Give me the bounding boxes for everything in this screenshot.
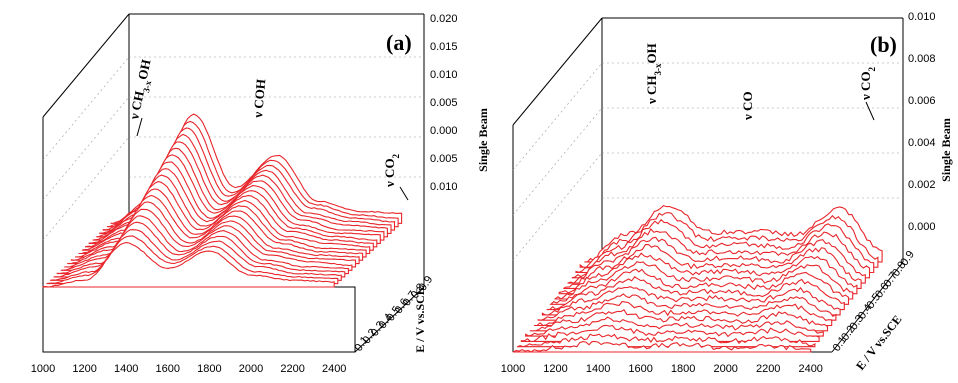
panel-a-spectra — [42, 113, 403, 288]
panel-b-y-axis-title: Single Beam — [939, 118, 953, 182]
panel-b: 1000 1200 1400 1600 1800 2000 2200 2400 0.10.20… — [501, 11, 953, 375]
x-tick-label: 1400 — [114, 363, 138, 375]
x-tick-label: 1800 — [671, 363, 695, 375]
y-tick-label: 0.010 — [430, 69, 458, 81]
annotation-b-co2-text: ν CO2 — [858, 66, 877, 101]
panel-b-x-ticks: 1000 1200 1400 1600 1800 2000 2200 2400 — [501, 363, 823, 375]
panel-b-spectra — [512, 204, 883, 353]
y-tick-label: 0.000 — [430, 125, 458, 137]
y-tick-label: 0.004 — [908, 137, 936, 149]
x-tick-label: 1600 — [156, 363, 180, 375]
x-tick-label: 1600 — [628, 363, 652, 375]
panel-b-y-ticks: 0.010 0.008 0.006 0.004 0.002 0.000 — [908, 11, 936, 233]
y-tick-label: 0.010 — [430, 181, 458, 193]
spectrum-trace-1 — [512, 340, 812, 353]
y-tick-label: 0.020 — [430, 13, 458, 25]
x-tick-label: 1400 — [586, 363, 610, 375]
x-tick-label: 2000 — [713, 363, 737, 375]
annotation-b-co-text: ν CO — [740, 91, 755, 121]
x-tick-label: 1200 — [543, 363, 567, 375]
annotation-co2-leader — [399, 186, 409, 201]
y-tick-label: 0.015 — [430, 41, 458, 53]
annotation-co2-text: ν CO2 — [382, 153, 401, 188]
y-tick-label: 0.006 — [908, 95, 936, 107]
x-tick-label: 2400 — [798, 363, 822, 375]
x-tick-label: 2400 — [322, 363, 346, 375]
x-tick-label: 2200 — [756, 363, 780, 375]
panel-a: 1000 1200 1400 1600 1800 2000 2200 2400 0.10.20… — [31, 13, 490, 375]
y-tick-label: 0.000 — [908, 221, 936, 233]
panel-a-annotation-co2: ν CO2 — [382, 153, 409, 201]
panel-a-gridlines — [42, 56, 424, 241]
y-tick-label: 0.005 — [430, 153, 458, 165]
x-tick-label: 1200 — [72, 363, 96, 375]
panel-b-annotation-co2: ν CO2 — [858, 66, 877, 121]
y-tick-label: 0.002 — [908, 179, 936, 191]
panel-b-label: (b) — [870, 32, 897, 57]
x-tick-label: 1800 — [197, 363, 221, 375]
panel-a-annotation-ch3oh: ν CH3-xOH — [126, 58, 157, 137]
annotation-coh-text: ν COH — [250, 78, 268, 119]
panel-a-y-ticks: 0.020 0.015 0.010 0.005 0.000 0.005 0.010 — [430, 13, 458, 193]
annotation-b-co2-leader — [865, 101, 875, 121]
panel-a-frame — [42, 13, 425, 353]
annotation-b-ch3oh-text: ν CH3-xOH — [644, 43, 663, 105]
x-tick-label: 2200 — [280, 363, 304, 375]
x-tick-label: 1000 — [31, 363, 55, 375]
panel-b-annotation-ch3oh: ν CH3-xOH — [644, 43, 663, 105]
x-tick-label: 2000 — [239, 363, 263, 375]
annotation-ch3oh-text: ν CH3-xOH — [126, 58, 157, 122]
x-tick-label: 1000 — [501, 363, 525, 375]
y-tick-label: 0.008 — [908, 53, 936, 65]
panel-a-label: (a) — [386, 30, 412, 55]
annotation-ch3oh-leader — [136, 117, 143, 137]
panel-b-annotation-co: ν CO — [740, 91, 755, 121]
y-tick-label: 0.005 — [430, 97, 458, 109]
panel-a-annotation-coh: ν COH — [250, 78, 268, 119]
panel-a-z-axis-title: E / V vs.SCE — [413, 287, 427, 353]
y-tick-label: 0.010 — [908, 11, 936, 23]
panel-b-gridlines — [512, 62, 903, 261]
panel-a-y-axis-title: Single Beam — [476, 108, 490, 172]
spectrum-trace-1 — [42, 242, 335, 288]
panel-a-x-ticks: 1000 1200 1400 1600 1800 2000 2200 2400 — [31, 363, 347, 375]
